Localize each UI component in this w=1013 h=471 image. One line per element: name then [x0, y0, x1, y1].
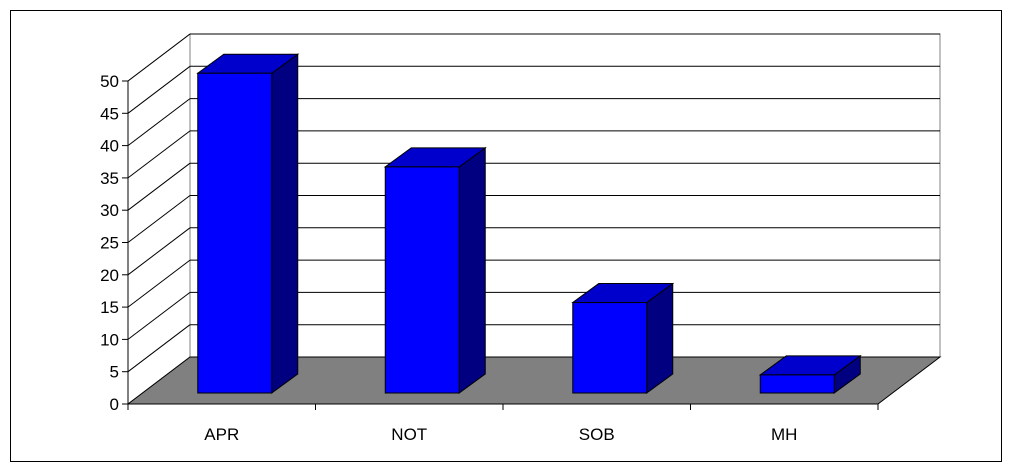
y-tick-label: 20 [100, 266, 119, 285]
y-tick-label: 40 [100, 137, 119, 156]
y-tick-label: 15 [100, 298, 119, 317]
y-tick-labels: 0 5 10 15 20 25 30 35 40 45 50 [100, 72, 119, 414]
bar-front [759, 374, 835, 394]
bar-side [271, 53, 299, 394]
bar-side [458, 146, 486, 394]
x-category-label: NOT [391, 425, 427, 444]
side-gridline [127, 227, 191, 276]
bar-front [572, 302, 648, 394]
grid-lines [127, 33, 940, 373]
y-tick-label: 50 [100, 72, 119, 91]
side-gridline [127, 98, 191, 146]
side-gridline [127, 130, 191, 179]
y-tick-label: 35 [100, 169, 119, 188]
bar-sob [571, 282, 675, 394]
y-tick-label: 10 [100, 330, 119, 349]
bar-mh [758, 354, 862, 394]
x-category-label: SOB [579, 425, 615, 444]
bars [196, 53, 862, 394]
side-gridline [127, 162, 191, 211]
side-gridline [127, 33, 191, 82]
y-tick-label: 5 [110, 363, 119, 382]
y-tick-label: 45 [100, 104, 119, 123]
axes [122, 80, 879, 410]
x-category-label: MH [771, 425, 797, 444]
x-category-label: APR [204, 425, 239, 444]
x-tick-labels: APR NOT SOB MH [204, 425, 797, 444]
y-tick-label: 0 [110, 395, 119, 414]
bar-apr [196, 53, 300, 394]
side-gridline [127, 259, 191, 308]
side-gridline [127, 65, 191, 114]
bar-not [383, 146, 487, 394]
side-gridline [127, 292, 191, 340]
y-tick-label: 25 [100, 234, 119, 253]
side-gridline [127, 195, 191, 243]
bar-front [197, 72, 273, 394]
bar-front [384, 166, 460, 394]
side-gridline [127, 324, 191, 373]
y-tick-label: 30 [100, 201, 119, 220]
